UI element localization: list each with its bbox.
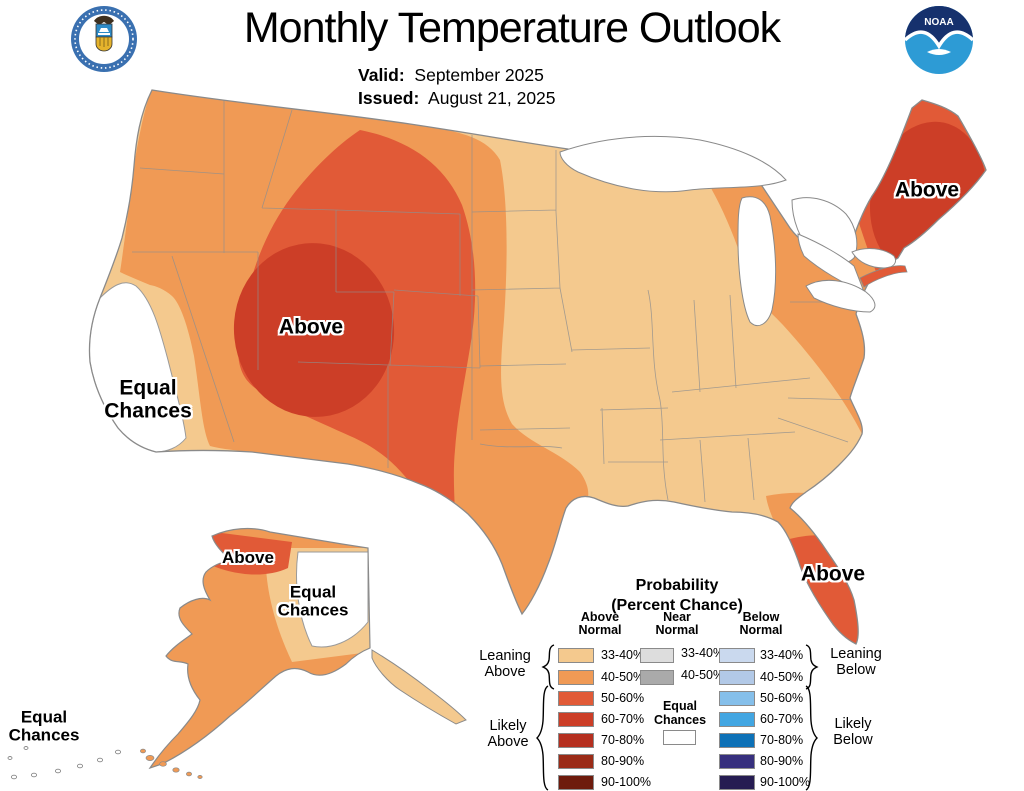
valid-label: Valid: <box>358 65 405 85</box>
lake-michigan <box>737 196 777 326</box>
map-label-northeast-above: Above <box>894 178 960 202</box>
legend-range-below-50-60: 50-60% <box>760 691 804 705</box>
legend-swatch-above-50-60 <box>558 691 594 706</box>
legend-range-below-90-100: 90-100% <box>760 775 811 789</box>
legend-range-below-40-50: 40-50% <box>760 670 804 684</box>
legend-leaning-below-label: Leaning Below <box>830 646 882 678</box>
noaa-logo-icon: NOAA <box>903 6 975 74</box>
legend-swatch-below-60-70 <box>719 712 755 727</box>
legend-range-near-40-50: 40-50% <box>681 668 725 682</box>
alaska-outline <box>148 527 371 770</box>
legend-header-below-normal: Below Normal <box>739 610 783 637</box>
valid-line: Valid: September 2025 <box>358 64 556 87</box>
lake-superior <box>559 135 787 193</box>
department-of-commerce-seal-icon <box>71 6 137 72</box>
legend-range-above-60-70: 60-70% <box>601 712 645 726</box>
map-label-california-equal-chances: Equal Chances <box>104 376 192 422</box>
brace-likely-below-icon <box>805 685 818 791</box>
valid-value: September 2025 <box>414 65 544 85</box>
legend-swatch-below-70-80 <box>719 733 755 748</box>
legend-range-below-33-40: 33-40% <box>760 648 804 662</box>
brace-leaning-above-icon <box>541 644 555 690</box>
legend-range-above-80-90: 80-90% <box>601 754 645 768</box>
map-label-alaska-equal-chances: Equal Chances <box>277 582 349 620</box>
legend-range-above-33-40: 33-40% <box>601 648 645 662</box>
lake-ontario <box>851 248 897 269</box>
legend-range-below-80-90: 80-90% <box>760 754 804 768</box>
legend-range-above-50-60: 50-60% <box>601 691 645 705</box>
legend-header-near-normal: Near Normal <box>655 610 699 637</box>
legend-likely-below-label: Likely Below <box>833 716 873 748</box>
legend-leaning-above-label: Leaning Above <box>479 648 531 680</box>
great-lakes <box>559 135 897 326</box>
issued-label: Issued: <box>358 88 420 108</box>
legend-swatch-below-80-90 <box>719 754 755 769</box>
issue-block: Valid: September 2025 Issued: August 21,… <box>358 64 556 110</box>
conus-outline <box>88 89 987 645</box>
legend-swatch-above-40-50 <box>558 670 594 685</box>
legend-swatch-near-40-50 <box>640 670 674 685</box>
noaa-logo-text: NOAA <box>924 17 953 28</box>
state-boundaries <box>132 98 861 503</box>
western-islands <box>7 746 122 780</box>
alaska-above-50-60 <box>204 532 292 575</box>
page-title: Monthly Temperature Outlook <box>243 4 781 52</box>
map-label-hawaii-equal-chances: Equal Chances <box>8 707 80 745</box>
map-label-west-above: Above <box>278 315 344 339</box>
legend-swatch-below-40-50 <box>719 670 755 685</box>
legend-swatch-above-80-90 <box>558 754 594 769</box>
legend-range-below-60-70: 60-70% <box>760 712 804 726</box>
region-west-above-60-70 <box>233 243 395 417</box>
brace-leaning-below-icon <box>805 644 819 690</box>
legend-range-above-40-50: 40-50% <box>601 670 645 684</box>
legend-swatch-above-70-80 <box>558 733 594 748</box>
legend-range-near-33-40: 33-40% <box>681 646 725 660</box>
issued-value: August 21, 2025 <box>428 88 556 108</box>
legend-header-above-normal: Above Normal <box>578 610 622 637</box>
legend-range-above-70-80: 70-80% <box>601 733 645 747</box>
legend-range-below-70-80: 70-80% <box>760 733 804 747</box>
ontario-peninsula <box>797 233 865 293</box>
map-label-florida-above: Above <box>800 562 866 586</box>
legend-swatch-near-33-40 <box>640 648 674 663</box>
legend-swatch-below-90-100 <box>719 775 755 790</box>
map-label-alaska-above: Above <box>222 547 274 567</box>
probability-legend: Probability (Percent Chance) Above Norma… <box>462 575 892 791</box>
long-island <box>859 265 908 288</box>
legend-title-line1: Probability <box>635 577 719 594</box>
lake-erie <box>805 279 876 313</box>
legend-swatch-below-33-40 <box>719 648 755 663</box>
legend-swatch-above-33-40 <box>558 648 594 663</box>
legend-swatch-equal-chances <box>663 730 696 745</box>
alaska-panhandle <box>371 649 467 725</box>
alaska-equal-chances <box>296 551 369 648</box>
legend-swatch-above-90-100 <box>558 775 594 790</box>
legend-swatch-above-60-70 <box>558 712 594 727</box>
legend-likely-above-label: Likely Above <box>487 718 529 750</box>
aleutian-islands <box>140 748 203 779</box>
brace-likely-above-icon <box>536 685 549 791</box>
legend-range-above-90-100: 90-100% <box>601 775 652 789</box>
legend-equal-chances-label: Equal Chances <box>653 699 707 727</box>
legend-title-line2: (Percent Chance) <box>611 597 743 614</box>
issued-line: Issued: August 21, 2025 <box>358 87 556 110</box>
conus-color-regions <box>89 90 986 644</box>
legend-swatch-below-50-60 <box>719 691 755 706</box>
